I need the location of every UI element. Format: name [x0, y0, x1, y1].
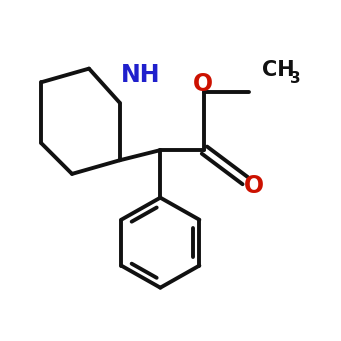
Text: 3: 3	[291, 71, 301, 86]
Text: O: O	[243, 174, 264, 198]
Text: CH: CH	[262, 60, 295, 80]
Text: NH: NH	[121, 63, 161, 87]
Text: O: O	[193, 72, 213, 96]
